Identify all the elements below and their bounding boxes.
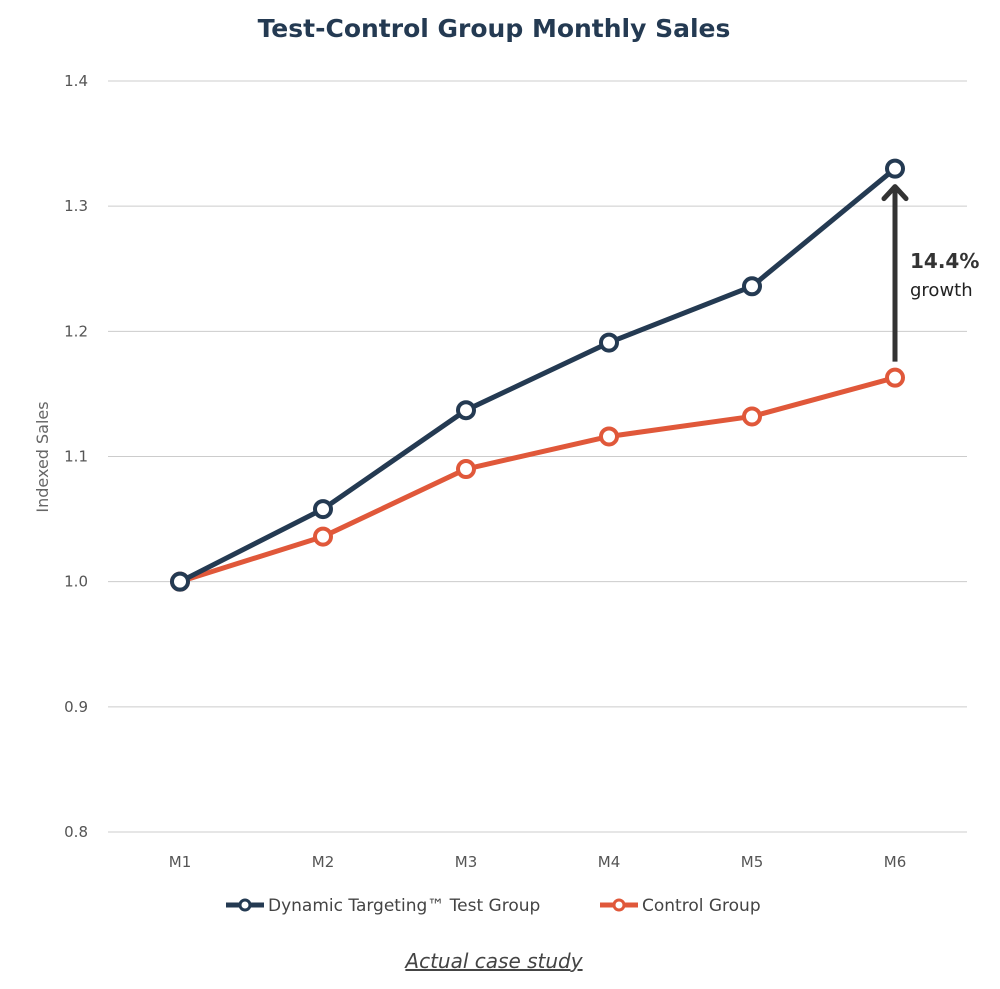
chart-title: Test-Control Group Monthly Sales — [258, 14, 731, 43]
growth-value: 14.4% — [910, 249, 979, 273]
growth-annotation: 14.4% growth — [881, 184, 979, 362]
y-tick-label: 0.9 — [64, 698, 88, 716]
legend-item-control-group: Control Group — [600, 896, 761, 916]
growth-label: growth — [910, 280, 973, 301]
x-tick-label: M3 — [455, 853, 478, 871]
data-point — [599, 332, 619, 353]
legend-label-test-group: Dynamic Targeting™ Test Group — [268, 896, 540, 916]
data-point — [456, 400, 476, 421]
x-tick-labels: M1 M2 M3 M4 M5 M6 — [169, 853, 907, 871]
y-tick-label: 1.0 — [64, 573, 88, 591]
x-tick-label: M4 — [598, 853, 621, 871]
legend-marker-test-group — [238, 898, 252, 912]
legend-label-control-group: Control Group — [642, 896, 761, 916]
growth-arrow-head — [881, 184, 909, 202]
data-point — [456, 459, 476, 480]
data-point — [599, 426, 619, 447]
x-tick-label: M6 — [884, 853, 907, 871]
x-tick-label: M1 — [169, 853, 192, 871]
data-point — [313, 526, 333, 547]
data-point — [742, 406, 762, 427]
x-tick-label: M2 — [312, 853, 335, 871]
y-tick-label: 1.1 — [64, 448, 88, 466]
series-line — [177, 375, 898, 585]
series-group — [170, 158, 905, 592]
y-tick-label: 1.3 — [64, 197, 88, 215]
data-point — [742, 276, 762, 297]
gridlines — [108, 80, 967, 833]
legend: Dynamic Targeting™ Test Group Control Gr… — [226, 896, 761, 916]
legend-marker-control-group — [612, 898, 626, 912]
legend-item-test-group: Dynamic Targeting™ Test Group — [226, 896, 540, 916]
data-point — [885, 158, 905, 179]
series-1 — [170, 367, 905, 592]
y-axis-label: Indexed Sales — [33, 401, 52, 512]
x-tick-label: M5 — [741, 853, 764, 871]
caption: Actual case study — [403, 949, 583, 973]
series-0 — [170, 158, 905, 592]
y-tick-labels: 0.8 0.9 1.0 1.1 1.2 1.3 1.4 — [64, 72, 88, 841]
data-point — [313, 499, 333, 520]
y-tick-label: 0.8 — [64, 823, 88, 841]
y-tick-label: 1.4 — [64, 72, 88, 90]
data-point — [170, 571, 190, 592]
y-tick-label: 1.2 — [64, 322, 88, 340]
series-line — [177, 166, 898, 585]
data-point — [885, 367, 905, 388]
